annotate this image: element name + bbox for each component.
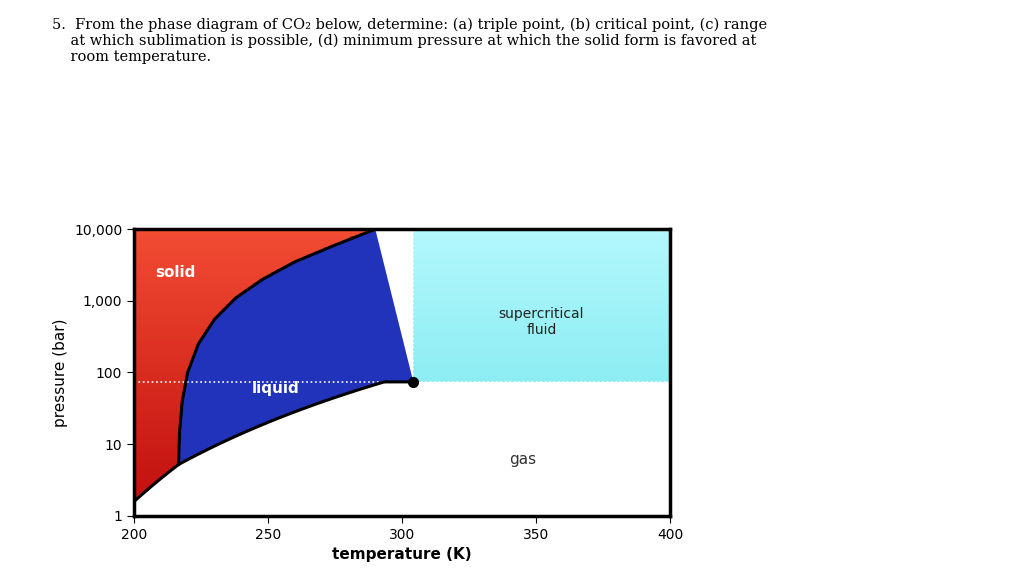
Y-axis label: pressure (bar): pressure (bar) — [54, 318, 68, 427]
Text: gas: gas — [509, 453, 536, 468]
Text: supercritical
fluid: supercritical fluid — [499, 307, 585, 337]
Text: 5.  From the phase diagram of CO₂ below, determine: (a) triple point, (b) critic: 5. From the phase diagram of CO₂ below, … — [52, 17, 767, 64]
Polygon shape — [178, 229, 413, 465]
Text: liquid: liquid — [253, 381, 300, 396]
Polygon shape — [134, 229, 375, 501]
Text: solid: solid — [156, 265, 196, 280]
X-axis label: temperature (K): temperature (K) — [332, 547, 472, 562]
